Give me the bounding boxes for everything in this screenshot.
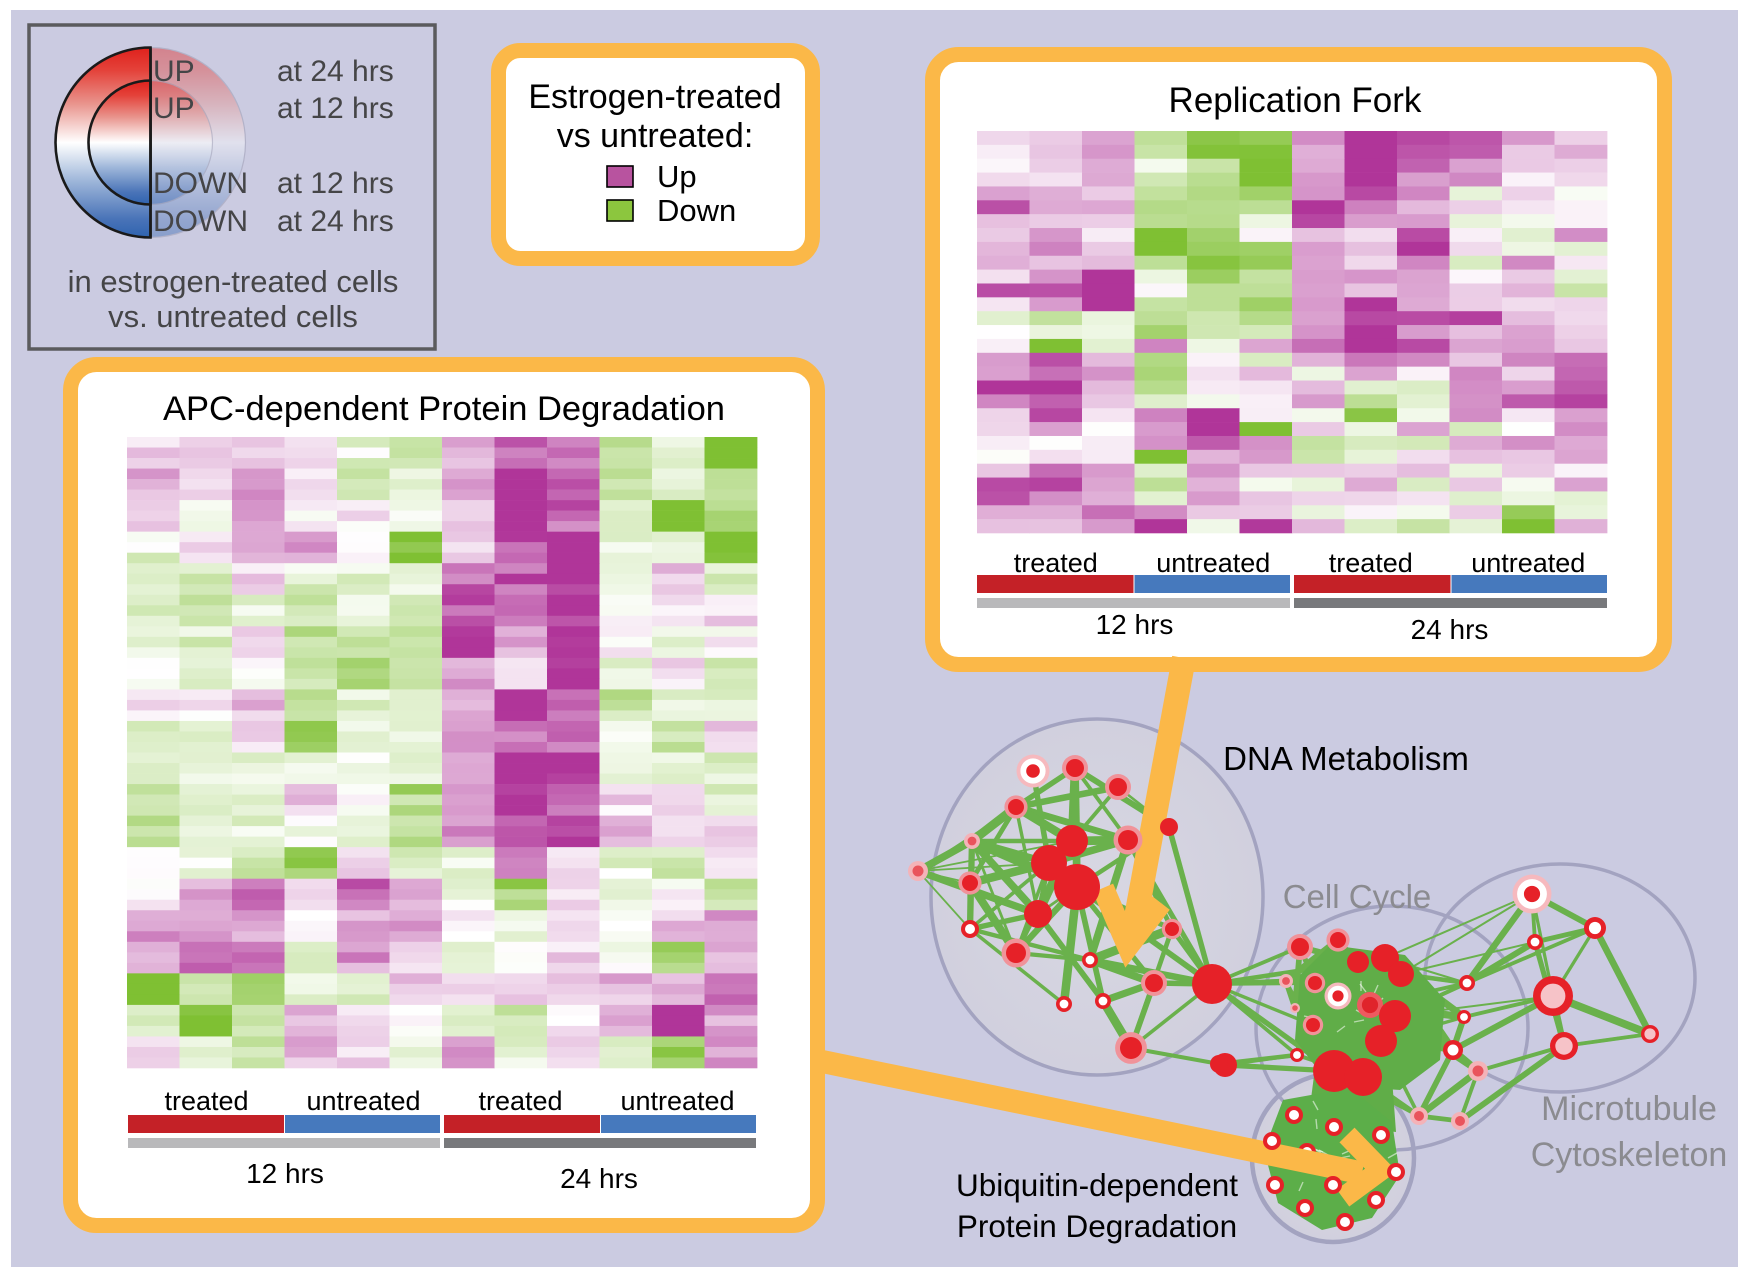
- svg-text:Ubiquitin-dependent: Ubiquitin-dependent: [956, 1167, 1238, 1203]
- svg-text:DOWN: DOWN: [153, 205, 248, 238]
- svg-text:Protein Degradation: Protein Degradation: [957, 1208, 1237, 1244]
- svg-text:at 24 hrs: at 24 hrs: [277, 205, 394, 238]
- svg-text:Up: Up: [657, 159, 697, 194]
- svg-text:treated: treated: [164, 1086, 248, 1116]
- svg-text:Cell Cycle: Cell Cycle: [1283, 878, 1432, 915]
- svg-text:at 12 hrs: at 12 hrs: [277, 92, 394, 125]
- svg-text:at 24 hrs: at 24 hrs: [277, 55, 394, 88]
- svg-text:Cytoskeleton: Cytoskeleton: [1531, 1136, 1728, 1174]
- svg-text:untreated: untreated: [620, 1086, 734, 1116]
- svg-text:DOWN: DOWN: [153, 167, 248, 200]
- svg-text:UP: UP: [153, 92, 195, 125]
- svg-text:12 hrs: 12 hrs: [1096, 609, 1174, 640]
- svg-text:24 hrs: 24 hrs: [560, 1163, 638, 1194]
- svg-text:Microtubule: Microtubule: [1541, 1090, 1717, 1128]
- svg-text:untreated: untreated: [1471, 548, 1585, 578]
- svg-text:in estrogen-treated cells: in estrogen-treated cells: [68, 264, 399, 299]
- svg-text:vs. untreated cells: vs. untreated cells: [108, 299, 358, 334]
- svg-text:UP: UP: [153, 55, 195, 88]
- svg-text:DNA Metabolism: DNA Metabolism: [1223, 740, 1469, 777]
- svg-text:Down: Down: [657, 193, 736, 228]
- svg-text:untreated: untreated: [1156, 548, 1270, 578]
- svg-text:12 hrs: 12 hrs: [246, 1158, 324, 1189]
- svg-text:treated: treated: [1329, 548, 1413, 578]
- svg-text:24 hrs: 24 hrs: [1411, 614, 1489, 645]
- svg-text:treated: treated: [1014, 548, 1098, 578]
- svg-text:Replication Fork: Replication Fork: [1169, 81, 1422, 120]
- svg-text:at 12 hrs: at 12 hrs: [277, 167, 394, 200]
- svg-text:vs untreated:: vs untreated:: [557, 117, 754, 155]
- svg-text:treated: treated: [478, 1086, 562, 1116]
- svg-text:Estrogen-treated: Estrogen-treated: [528, 78, 781, 116]
- svg-text:untreated: untreated: [306, 1086, 420, 1116]
- svg-text:APC-dependent Protein Degradat: APC-dependent Protein Degradation: [163, 390, 725, 428]
